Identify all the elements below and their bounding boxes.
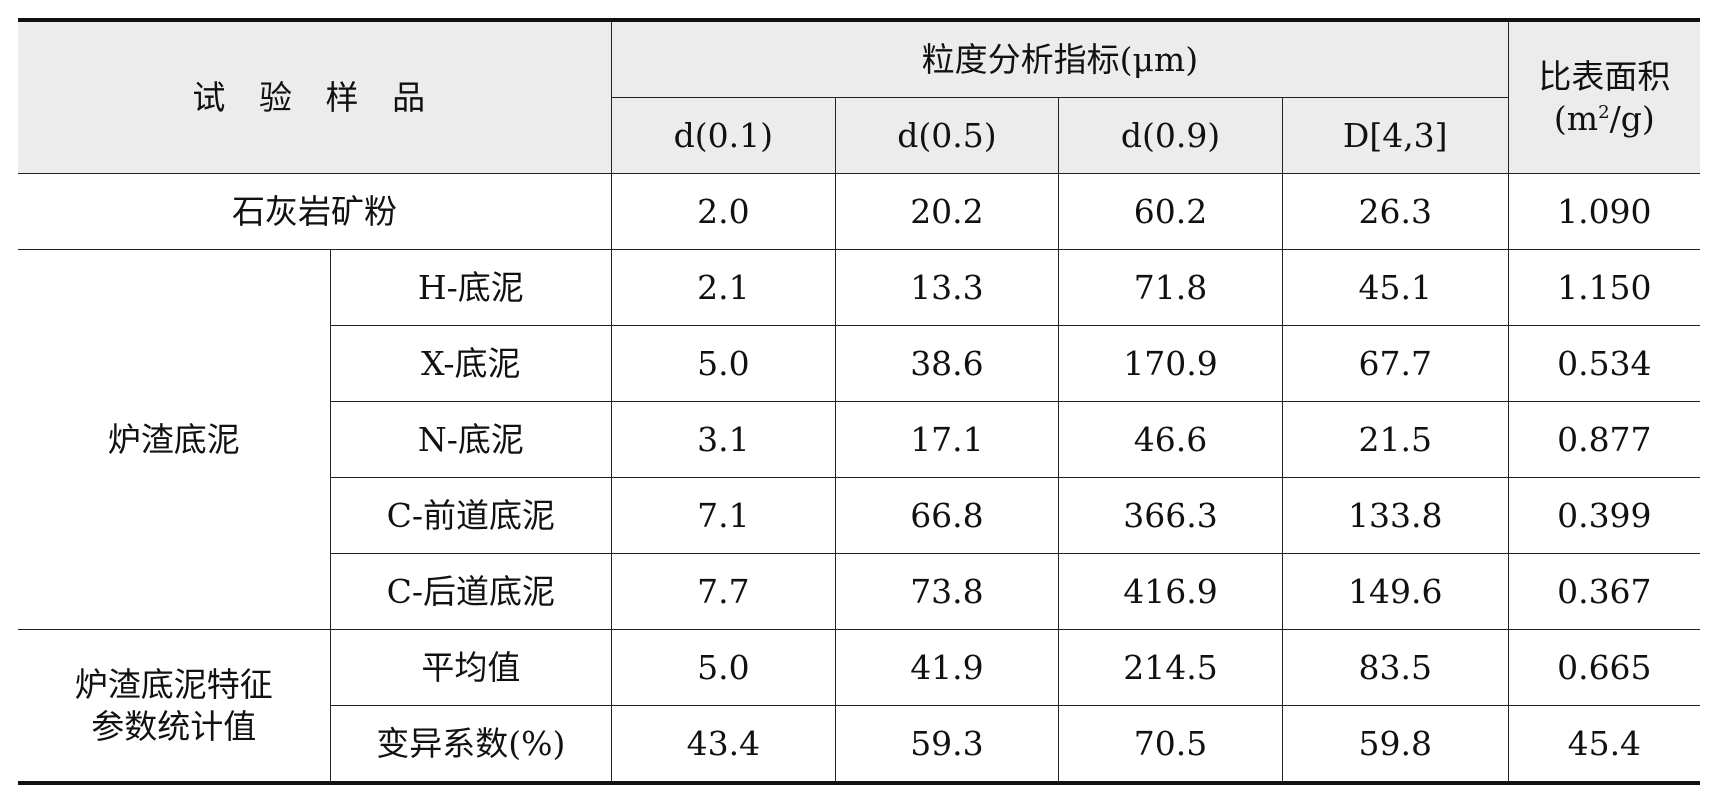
cell-value: 46.6 xyxy=(1058,401,1283,478)
header-col: D[4,3] xyxy=(1281,97,1509,174)
cell-value: 7.7 xyxy=(611,553,836,630)
cell-value: 170.9 xyxy=(1058,325,1283,402)
table-row-limestone: 石灰岩矿粉 2.0 20.2 60.2 26.3 1.090 xyxy=(18,173,1700,250)
row-label: 石灰岩矿粉 xyxy=(18,173,613,250)
cell-value: 133.8 xyxy=(1281,477,1509,554)
cell-value: 38.6 xyxy=(834,325,1060,402)
cell-value: 43.4 xyxy=(611,705,836,785)
table-row: N-底泥 3.1 17.1 46.6 21.5 0.877 xyxy=(18,401,1700,478)
cell-value: 71.8 xyxy=(1058,249,1283,326)
group-label-stats: 炉渣底泥特征 参数统计值 xyxy=(18,629,331,784)
cell-value: 2.0 xyxy=(611,173,836,250)
row-label: H-底泥 xyxy=(329,249,613,326)
table-row: 变异系数(%) 43.4 59.3 70.5 59.8 45.4 xyxy=(18,705,1700,785)
row-label: C-前道底泥 xyxy=(329,477,613,554)
cell-value: 0.367 xyxy=(1507,553,1700,630)
cell-value: 70.5 xyxy=(1058,705,1283,785)
cell-value: 7.1 xyxy=(611,477,836,554)
cell-value: 0.399 xyxy=(1507,477,1700,554)
cell-value: 0.877 xyxy=(1507,401,1700,478)
cell-value: 73.8 xyxy=(834,553,1060,630)
cell-value: 0.534 xyxy=(1507,325,1700,402)
cell-value: 21.5 xyxy=(1281,401,1509,478)
cell-value: 66.8 xyxy=(834,477,1060,554)
cell-value: 13.3 xyxy=(834,249,1060,326)
header-col: d(0.5) xyxy=(834,97,1060,174)
cell-value: 41.9 xyxy=(834,629,1060,706)
row-label: C-后道底泥 xyxy=(329,553,613,630)
cell-value: 2.1 xyxy=(611,249,836,326)
header-row-2: d(0.1) d(0.5) d(0.9) D[4,3] xyxy=(18,97,1700,174)
cell-value: 214.5 xyxy=(1058,629,1283,706)
group-label-stats-line1: 炉渣底泥特征 xyxy=(74,665,273,705)
cell-value: 20.2 xyxy=(834,173,1060,250)
header-ssa: 比表面积 (m2/g) xyxy=(1507,18,1700,174)
table-row: X-底泥 5.0 38.6 170.9 67.7 0.534 xyxy=(18,325,1700,402)
ssa-unit-post: /g) xyxy=(1609,98,1655,138)
cell-value: 1.150 xyxy=(1507,249,1700,326)
group-label-stats-line2: 参数统计值 xyxy=(91,706,257,746)
cell-value: 17.1 xyxy=(834,401,1060,478)
cell-value: 0.665 xyxy=(1507,629,1700,706)
header-ssa-title: 比表面积 xyxy=(1538,57,1671,97)
row-label: 变异系数(%) xyxy=(329,705,613,785)
cell-value: 60.2 xyxy=(1058,173,1283,250)
table-row: 炉渣底泥 H-底泥 2.1 13.3 71.8 45.1 1.150 xyxy=(18,249,1700,630)
table-row: 炉渣底泥特征 参数统计值 平均值 5.0 41.9 214.5 83.5 0.6… xyxy=(18,629,1700,784)
cell-value: 59.3 xyxy=(834,705,1060,785)
cell-value: 45.4 xyxy=(1507,705,1700,785)
header-ssa-unit: (m2/g) xyxy=(1509,98,1700,139)
cell-value: 67.7 xyxy=(1281,325,1509,402)
cell-value: 1.090 xyxy=(1507,173,1700,250)
row-label: X-底泥 xyxy=(329,325,613,402)
table-row: C-前道底泥 7.1 66.8 366.3 133.8 0.399 xyxy=(18,477,1700,554)
table-row: C-后道底泥 7.7 73.8 416.9 149.6 0.367 xyxy=(18,553,1700,630)
header-group: 粒度分析指标(μm) xyxy=(611,18,1509,98)
cell-value: 5.0 xyxy=(611,325,836,402)
group-label-slag: 炉渣底泥 xyxy=(18,249,331,630)
cell-value: 45.1 xyxy=(1281,249,1509,326)
cell-value: 3.1 xyxy=(611,401,836,478)
cell-value: 5.0 xyxy=(611,629,836,706)
ssa-unit-pre: (m xyxy=(1553,98,1599,138)
cell-value: 59.8 xyxy=(1281,705,1509,785)
header-row-1: 试 验 样 品 粒度分析指标(μm) 比表面积 (m2/g) xyxy=(18,18,1700,174)
cell-value: 366.3 xyxy=(1058,477,1283,554)
header-sample-text: 试 验 样 品 xyxy=(192,77,437,117)
header-col: d(0.1) xyxy=(611,97,836,174)
row-label: 平均值 xyxy=(329,629,613,706)
cell-value: 26.3 xyxy=(1281,173,1509,250)
cell-value: 416.9 xyxy=(1058,553,1283,630)
particle-size-table: 试 验 样 品 粒度分析指标(μm) 比表面积 (m2/g) d(0.1) d(… xyxy=(18,18,1700,785)
cell-value: 83.5 xyxy=(1281,629,1509,706)
row-label: N-底泥 xyxy=(329,401,613,478)
cell-value: 149.6 xyxy=(1281,553,1509,630)
header-col: d(0.9) xyxy=(1058,97,1283,174)
header-sample: 试 验 样 品 xyxy=(18,18,613,174)
ssa-unit-sup: 2 xyxy=(1598,101,1610,123)
